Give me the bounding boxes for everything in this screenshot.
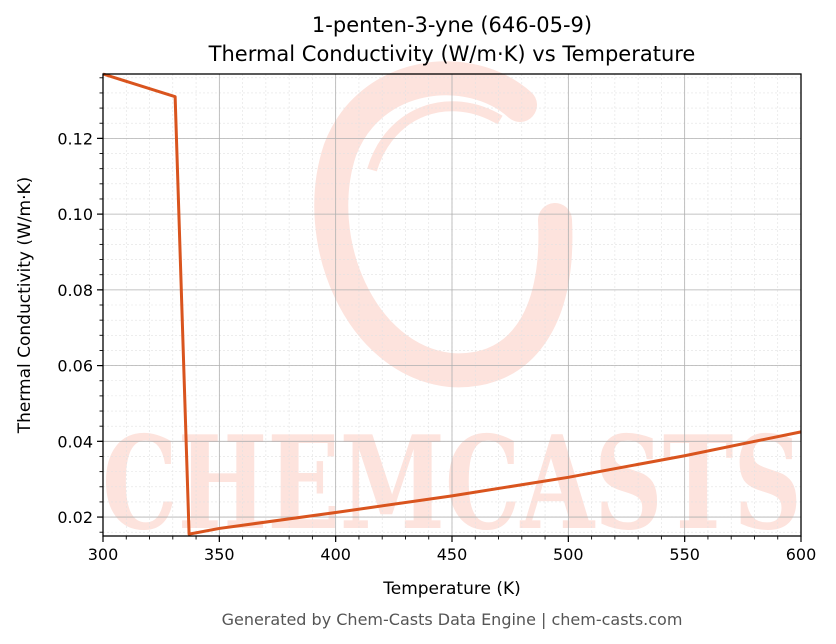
y-tick-label: 0.12 (57, 129, 93, 148)
major-grid (102, 74, 802, 536)
x-tick-label: 350 (204, 545, 235, 564)
y-tick-label: 0.04 (57, 432, 93, 451)
series-line (102, 72, 802, 536)
y-tick-label: 0.06 (57, 357, 93, 376)
footer-credit: Generated by Chem-Casts Data Engine | ch… (222, 610, 683, 629)
y-tick-labels: 0.02 0.04 0.06 0.08 0.10 0.12 (57, 129, 93, 527)
x-axis-label: Temperature (K) (382, 579, 521, 599)
axis-ticks (97, 77, 802, 542)
x-tick-label: 450 (437, 545, 468, 564)
y-tick-label: 0.08 (57, 281, 93, 300)
x-tick-label: 400 (320, 545, 351, 564)
chart-title: 1-penten-3-yne (646-05-9) (312, 13, 592, 37)
x-tick-labels: 300 350 400 450 500 550 600 (88, 545, 817, 564)
chart-subtitle: Thermal Conductivity (W/m·K) vs Temperat… (208, 42, 696, 66)
y-tick-label: 0.02 (57, 508, 93, 527)
x-tick-label: 600 (786, 545, 817, 564)
y-axis-label: Thermal Conductivity (W/m·K) (15, 177, 35, 435)
y-tick-label: 0.10 (57, 205, 93, 224)
plot-series (102, 72, 802, 536)
x-tick-label: 300 (88, 545, 119, 564)
x-tick-label: 500 (553, 545, 584, 564)
x-tick-label: 550 (669, 545, 700, 564)
